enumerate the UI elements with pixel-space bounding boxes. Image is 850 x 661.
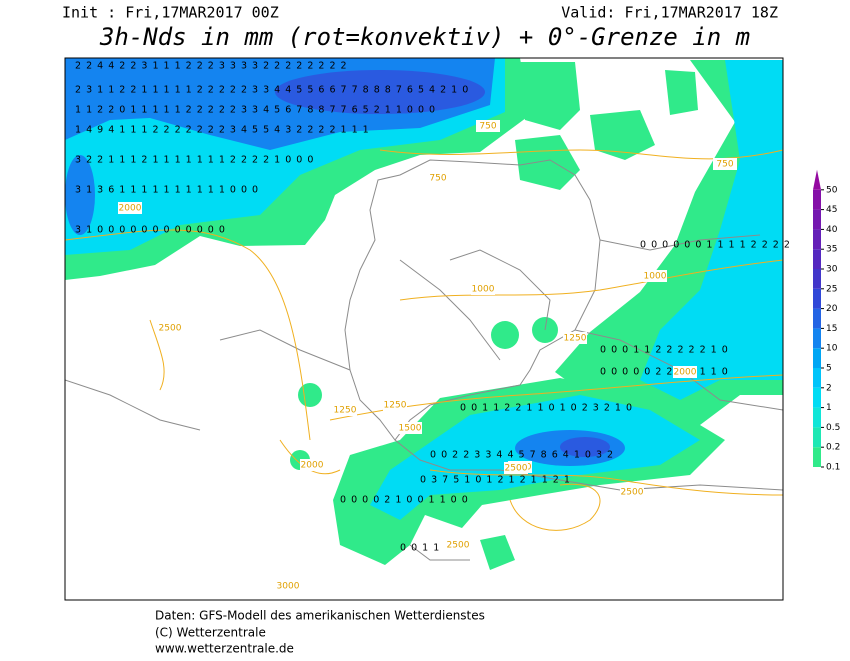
- precip-value-row: 2 3 1 1 2 2 1 1 1 1 1 2 2 2 2 2 3 3 4 4 …: [75, 85, 469, 96]
- precip-value-row: 3 2 2 1 1 1 2 1 1 1 1 1 1 1 2 2 2 2 1 0 …: [75, 155, 314, 166]
- contour-label-bg: [446, 539, 470, 551]
- colorbar-label: 15: [826, 324, 837, 334]
- init-time: Init : Fri,17MAR2017 00Z: [62, 4, 279, 22]
- colorbar-label: 40: [826, 225, 838, 235]
- contour-label-bg: [713, 158, 737, 170]
- precip-value-row: 0 0 1 1: [400, 543, 440, 554]
- colorbar-label: 2: [826, 383, 832, 393]
- colorbar-segment: [813, 288, 821, 309]
- contour-label-bg: [333, 404, 357, 416]
- precip-value-row: 3 1 0 0 0 0 0 0 0 0 0 0 0 0: [75, 225, 226, 236]
- precip-value-row: 0 0 0 0 0 0 1 1 1 1 2 2 2 2: [640, 240, 791, 251]
- colorbar-segment: [813, 387, 821, 408]
- colorbar-label: 0.1: [826, 463, 840, 473]
- contour-label-bg: [476, 120, 500, 132]
- colorbar-label: 20: [826, 304, 838, 314]
- contour-label-bg: [158, 322, 182, 334]
- contour-label-bg: [504, 462, 528, 474]
- contour-label: 2000: [119, 204, 142, 214]
- contour-label: 1000: [472, 285, 495, 295]
- precip-value-row: 0 0 2 2 3 3 4 4 5 7 8 6 4 1 0 3 2: [430, 450, 614, 461]
- contour-label: 2000: [674, 368, 697, 378]
- precip-labels: 2 2 4 4 2 2 3 1 1 1 2 2 2 3 3 3 3 2 2 2 …: [75, 61, 791, 554]
- colorbar-label: 10: [826, 344, 838, 354]
- contour-label: 2500: [505, 464, 528, 474]
- contour-label-bg: [276, 580, 300, 592]
- colorbar-segment: [813, 249, 821, 269]
- colorbar-segment: [813, 447, 821, 467]
- colorbar-segment: [813, 427, 821, 448]
- contour-label: 750: [429, 174, 446, 184]
- precip-value-row: 1 4 9 4 1 1 1 2 2 2 2 2 2 2 3 4 5 5 4 3 …: [75, 125, 370, 136]
- contour-label: 1250: [564, 334, 587, 344]
- contour-label: 1250: [384, 401, 407, 411]
- colorbar-segment: [813, 269, 821, 289]
- colorbar-segment: [813, 189, 821, 210]
- colorbar-segment: [813, 407, 821, 428]
- colorbar-segment: [813, 209, 821, 230]
- valid-time: Valid: Fri,17MAR2017 18Z: [561, 4, 778, 22]
- contour-labels: 750 750 750 1000 1000 1250 1250 1250 1500 2000 200…: [118, 120, 737, 592]
- contour-label-bg: [383, 399, 407, 411]
- contour-label-bg: [426, 172, 450, 184]
- colorbar-label: 30: [826, 265, 838, 275]
- contour-label: 750: [479, 122, 496, 132]
- contour-label: 1500: [399, 424, 422, 434]
- contour-label: 2000: [301, 461, 324, 471]
- map-frame: [64, 57, 784, 601]
- contour-label: 2500: [159, 324, 182, 334]
- precip-value-row: 2 2 4 4 2 2 3 1 1 1 2 2 2 3 3 3 3 2 2 2 …: [75, 61, 348, 72]
- contour-label-bg: [643, 270, 667, 282]
- precip-value-row: 0 3 7 5 1 0 1 2 1 2 1 1 2 1: [420, 475, 571, 486]
- footer-source: Daten: GFS-Modell des amerikanischen Wet…: [155, 609, 485, 623]
- colorbar-label: 5: [826, 364, 832, 374]
- contour-label-bg: [563, 332, 587, 344]
- precip-value-row: 1 1 2 2 0 1 1 1 1 1 2 2 2 2 2 3 3 4 5 6 …: [75, 105, 436, 116]
- colorbar-label: 45: [826, 205, 837, 215]
- colorbar-label: 50: [826, 185, 838, 195]
- contour-label: 1250: [334, 406, 357, 416]
- precip-very-heavy: [275, 70, 610, 457]
- contour-label-bg: [300, 459, 324, 471]
- colorbar-segment: [813, 328, 821, 349]
- precip-value-row: 0 0 0 1 1 2 2 2 2 2 1 0: [600, 345, 729, 356]
- footer-url: www.wetterzentrale.de: [155, 642, 294, 656]
- colorbar-segment: [813, 169, 821, 190]
- map-title: 3h-Nds in mm (rot=konvektiv) + 0°-Grenze…: [99, 23, 750, 51]
- colorbar-segment: [813, 308, 821, 329]
- contour-label: 2500: [447, 541, 470, 551]
- contour-label: 2500: [621, 488, 644, 498]
- colorbar-segment: [813, 368, 821, 388]
- colorbar-segment: [813, 229, 821, 250]
- contour-label-bg: [620, 486, 644, 498]
- footer-copyright: (C) Wetterzentrale: [155, 626, 266, 640]
- precip-value-row: 0 0 0 0 2 1 0 0 1 1 0 0: [340, 495, 469, 506]
- colorbar-segment: [813, 348, 821, 368]
- contour-label-bg: [398, 422, 422, 434]
- contour-label-bg: [471, 283, 495, 295]
- precip-value-row: 0 0 1 1 2 2 1 1 0 1 0 2 3 2 1 0: [460, 403, 633, 414]
- precip-value-row: 3 1 3 6 1 1 1 1 1 1 1 1 1 1 0 0 0: [75, 185, 259, 196]
- contour-label: 750: [716, 160, 733, 170]
- colorbar-label: 25: [826, 284, 837, 294]
- precip-value-row: 0 0 0 0 0 2 2 2 1 1 1 0: [600, 367, 729, 378]
- colorbar-label: 35: [826, 245, 837, 255]
- contour-label: 3000: [277, 582, 300, 592]
- colorbar-label: 0.2: [826, 443, 840, 453]
- map-area: 2 2 4 4 2 2 3 1 1 1 2 2 2 3 3 3 3 2 2 2 …: [64, 57, 791, 601]
- colorbar-label: 0.5: [826, 423, 840, 433]
- colorbar-label: 1: [826, 403, 832, 413]
- contour-label-bg: [673, 366, 697, 378]
- contour-label-bg: [118, 202, 142, 214]
- contour-label: 1000: [644, 272, 667, 282]
